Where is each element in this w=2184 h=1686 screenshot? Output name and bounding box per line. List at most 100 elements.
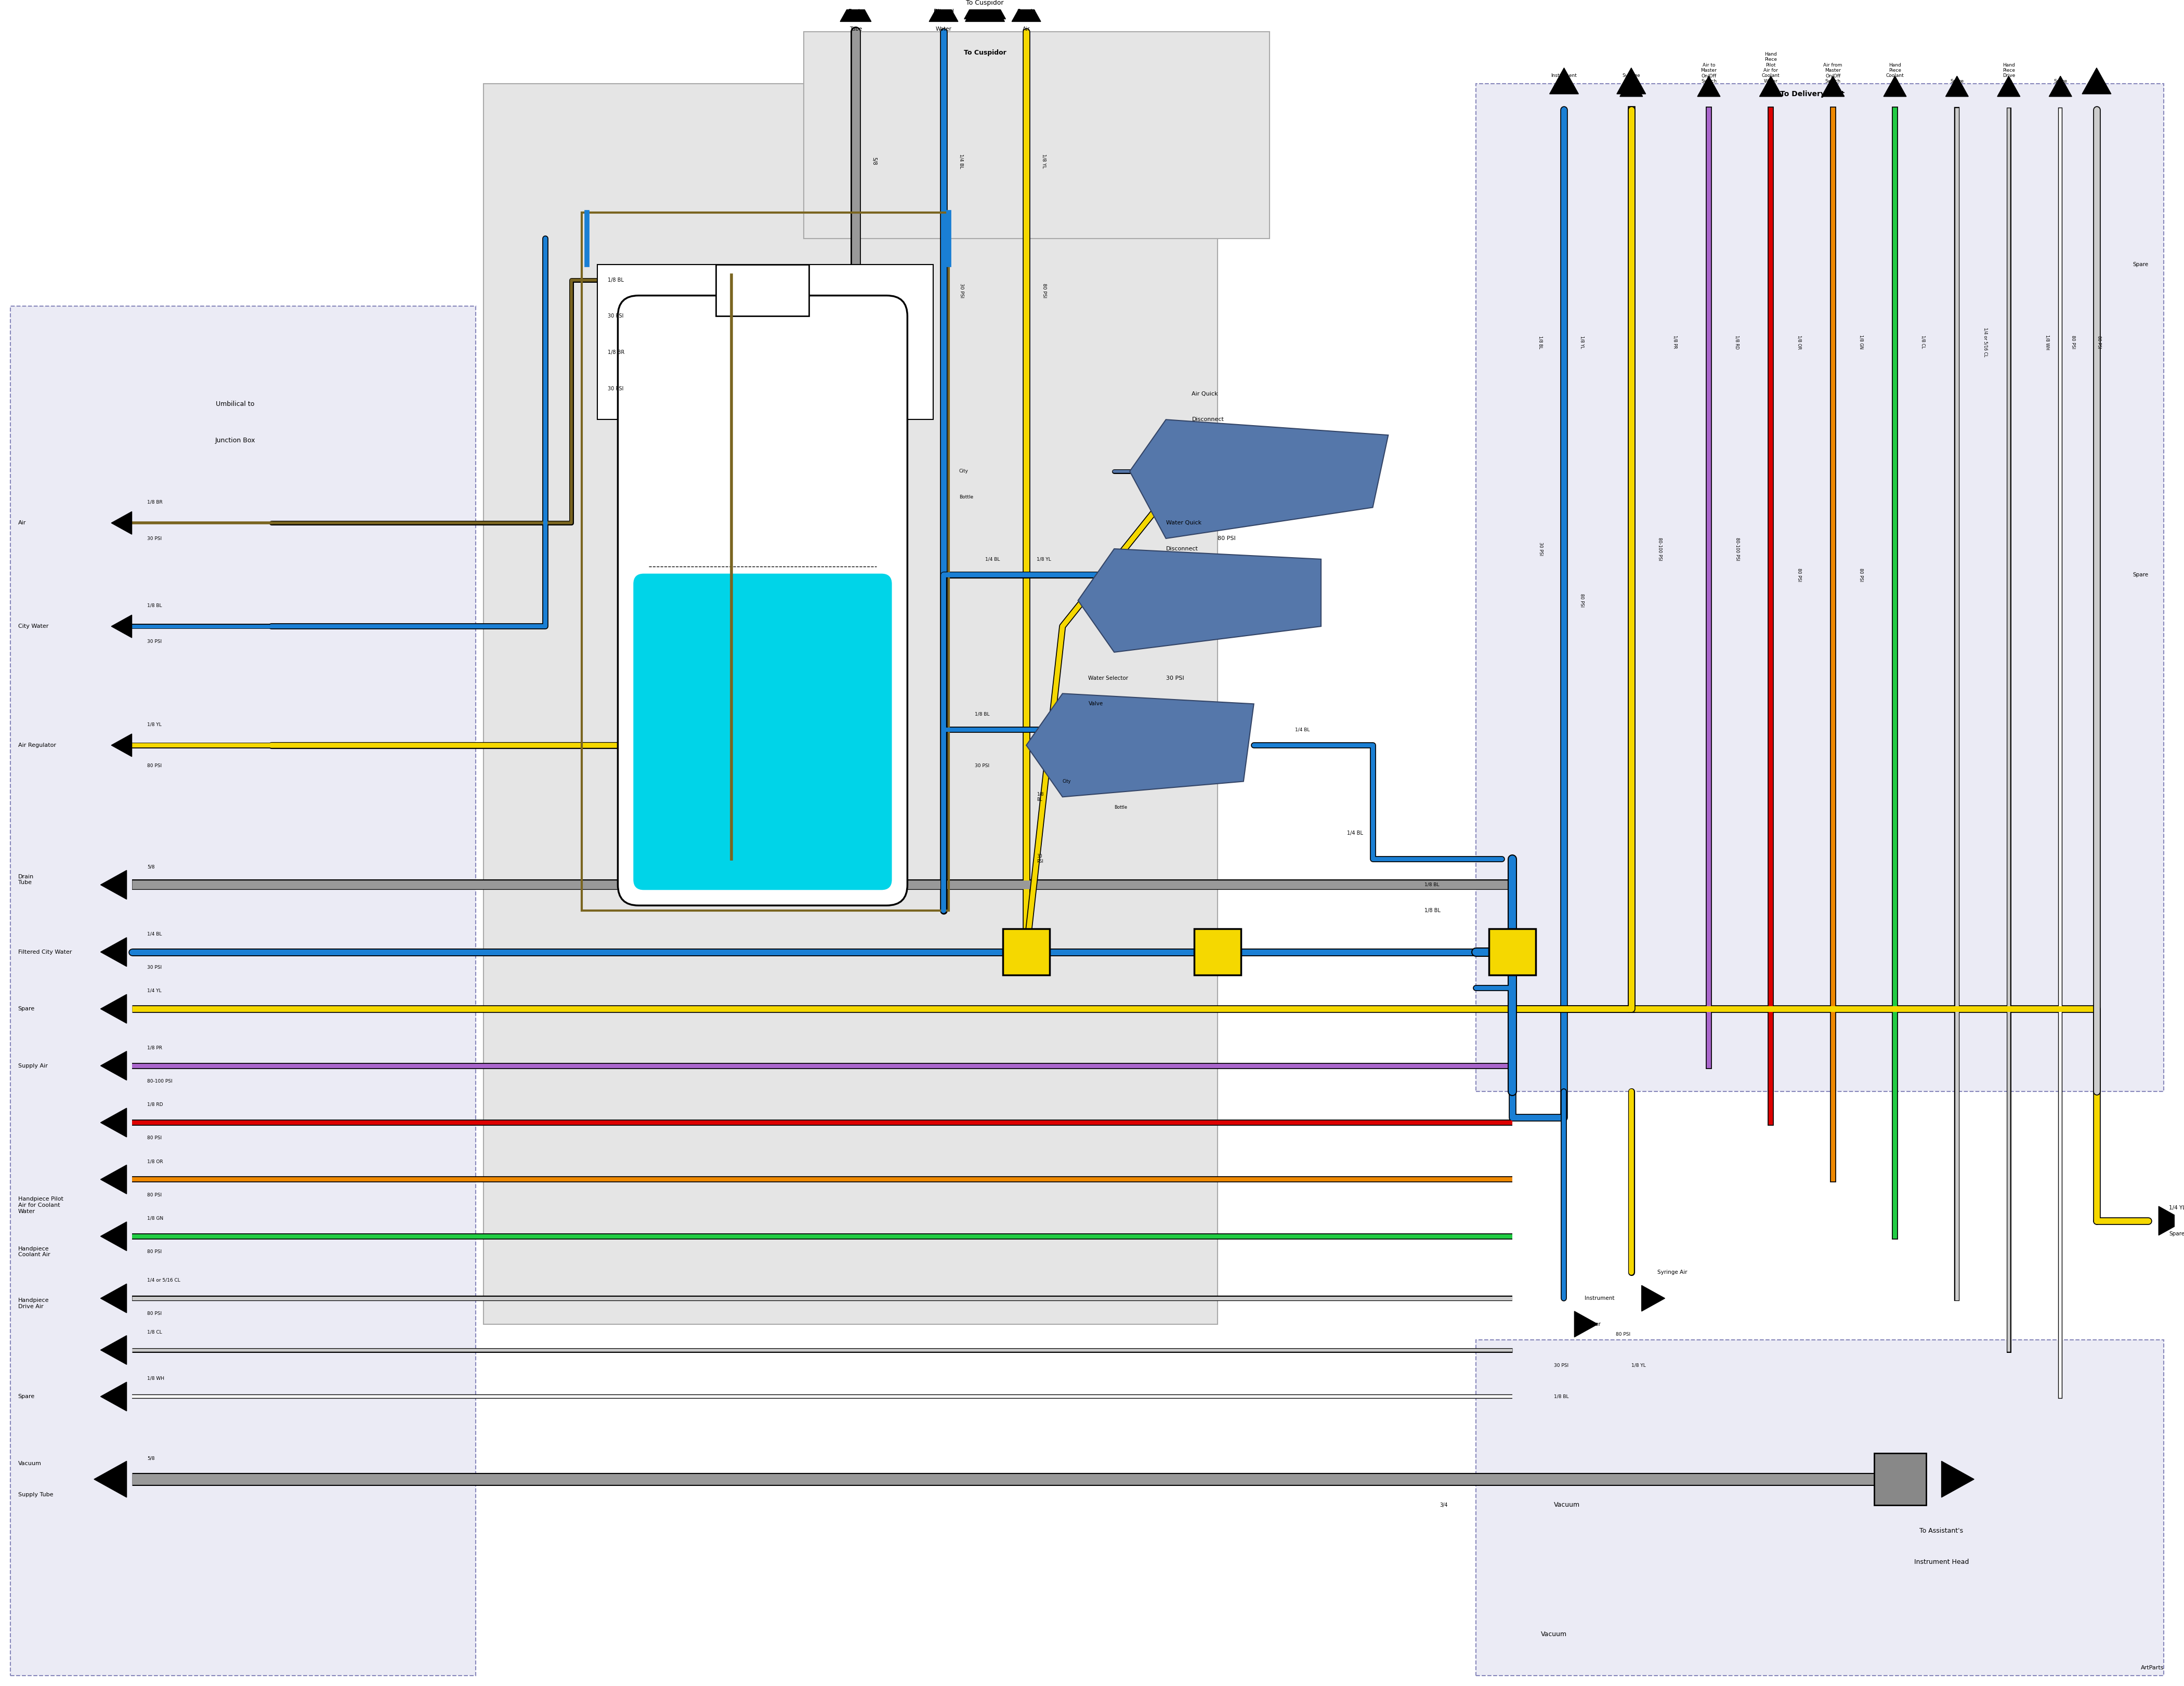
Text: Disconnect: Disconnect bbox=[1192, 416, 1223, 422]
Text: 80 PSI: 80 PSI bbox=[1616, 1332, 1631, 1337]
Text: Umbilical to: Umbilical to bbox=[216, 401, 256, 408]
Polygon shape bbox=[1760, 76, 1782, 96]
Polygon shape bbox=[111, 615, 131, 637]
Polygon shape bbox=[1697, 76, 1721, 96]
Text: 1/8 YL: 1/8 YL bbox=[146, 722, 162, 727]
Text: 1/8 BL: 1/8 BL bbox=[607, 278, 625, 283]
Text: Handpiece Pilot
Air for Coolant
Water: Handpiece Pilot Air for Coolant Water bbox=[17, 1197, 63, 1214]
Polygon shape bbox=[1621, 76, 1642, 96]
FancyBboxPatch shape bbox=[1002, 929, 1051, 975]
Text: 80 PSI: 80 PSI bbox=[2070, 336, 2075, 349]
Text: Water: Water bbox=[935, 27, 952, 32]
Polygon shape bbox=[2158, 1205, 2184, 1236]
Text: 1/8 CL: 1/8 CL bbox=[146, 1330, 162, 1334]
Text: Supply: Supply bbox=[1018, 8, 1035, 13]
FancyBboxPatch shape bbox=[596, 265, 933, 420]
Text: Hand
Piece
Coolant
Air: Hand Piece Coolant Air bbox=[1887, 62, 1904, 84]
Text: 1/4 or 5/16 CL: 1/4 or 5/16 CL bbox=[146, 1278, 181, 1283]
Text: To Cuspidor: To Cuspidor bbox=[963, 49, 1007, 56]
Polygon shape bbox=[1551, 67, 1579, 94]
Text: Air to
Master
On/Off
Switch: Air to Master On/Off Switch bbox=[1701, 62, 1717, 84]
FancyBboxPatch shape bbox=[716, 265, 808, 317]
Text: 30 PSI: 30 PSI bbox=[1553, 1364, 1568, 1367]
Text: 1/4 YL: 1/4 YL bbox=[2169, 1205, 2184, 1211]
Text: 1/8 BL: 1/8 BL bbox=[1424, 882, 1439, 887]
Text: Junction Box: Junction Box bbox=[214, 437, 256, 443]
FancyBboxPatch shape bbox=[1489, 929, 1535, 975]
Polygon shape bbox=[100, 1052, 127, 1081]
Text: 1/8 YL: 1/8 YL bbox=[1631, 1364, 1647, 1367]
Polygon shape bbox=[1575, 1312, 1599, 1337]
Text: 1/8 YL: 1/8 YL bbox=[1579, 336, 1583, 349]
Polygon shape bbox=[2049, 76, 2073, 96]
Text: 30 PSI: 30 PSI bbox=[146, 639, 162, 644]
Text: Disconnect: Disconnect bbox=[1166, 546, 1199, 551]
Text: 1/8 BL: 1/8 BL bbox=[146, 604, 162, 609]
Text: 1/8 BL: 1/8 BL bbox=[1424, 909, 1441, 914]
Text: 1/4 BL: 1/4 BL bbox=[1348, 831, 1363, 836]
Polygon shape bbox=[100, 995, 127, 1023]
Text: 1/4 BL: 1/4 BL bbox=[146, 932, 162, 936]
Text: Valve: Valve bbox=[1088, 701, 1103, 706]
Text: 80 PSI: 80 PSI bbox=[146, 1136, 162, 1140]
Text: 80 PSI: 80 PSI bbox=[1219, 536, 1236, 541]
Text: 5/8: 5/8 bbox=[871, 157, 876, 165]
Text: 1/4 BL: 1/4 BL bbox=[985, 556, 1000, 561]
Text: City: City bbox=[959, 469, 968, 474]
Text: 1/8 GN: 1/8 GN bbox=[146, 1216, 164, 1221]
Polygon shape bbox=[100, 1222, 127, 1251]
Polygon shape bbox=[100, 1283, 127, 1313]
Text: Spare: Spare bbox=[17, 1394, 35, 1399]
Text: Drain: Drain bbox=[847, 8, 863, 13]
Text: Vacuum: Vacuum bbox=[17, 1462, 41, 1467]
Text: Spare: Spare bbox=[2169, 1231, 2184, 1236]
Text: 30 PSI: 30 PSI bbox=[1538, 541, 1542, 556]
Text: 3/4: 3/4 bbox=[1439, 1502, 1448, 1507]
Text: 1/8 BR: 1/8 BR bbox=[146, 501, 164, 504]
Text: 1/4 BL: 1/4 BL bbox=[959, 153, 963, 169]
Polygon shape bbox=[100, 937, 127, 966]
Text: 1/8 GN: 1/8 GN bbox=[1859, 336, 1863, 349]
Text: 30
PSI: 30 PSI bbox=[1037, 853, 1044, 863]
Text: Syringe Air: Syringe Air bbox=[1658, 1270, 1686, 1275]
Text: 1/8 RD: 1/8 RD bbox=[146, 1103, 164, 1106]
Text: City: City bbox=[1061, 779, 1070, 784]
Polygon shape bbox=[928, 0, 959, 22]
Polygon shape bbox=[1642, 1285, 1664, 1312]
Text: Water Selector: Water Selector bbox=[1088, 676, 1129, 681]
Text: 1/8 BL: 1/8 BL bbox=[974, 711, 989, 717]
Text: 80 PSI: 80 PSI bbox=[1042, 283, 1046, 298]
Text: 1/8 BR: 1/8 BR bbox=[607, 349, 625, 356]
Polygon shape bbox=[1883, 76, 1907, 96]
Text: 30 PSI: 30 PSI bbox=[607, 386, 622, 391]
Polygon shape bbox=[100, 1383, 127, 1411]
Text: Handpiece
Drive Air: Handpiece Drive Air bbox=[17, 1298, 48, 1308]
Text: 80 PSI: 80 PSI bbox=[1579, 593, 1583, 607]
Text: 80 PSI: 80 PSI bbox=[146, 1192, 162, 1197]
Text: 80 PSI: 80 PSI bbox=[146, 1249, 162, 1254]
Polygon shape bbox=[1616, 67, 1647, 94]
Text: 80 PSI: 80 PSI bbox=[2097, 336, 2101, 349]
Polygon shape bbox=[1946, 76, 1968, 96]
Text: Instrument
Water: Instrument Water bbox=[1551, 74, 1577, 84]
Text: 30 PSI: 30 PSI bbox=[959, 283, 963, 298]
Text: 1/8 BL: 1/8 BL bbox=[1553, 1394, 1568, 1399]
Text: City Water: City Water bbox=[17, 624, 48, 629]
Text: 1/8 OR: 1/8 OR bbox=[146, 1158, 164, 1163]
Text: Hand
Piece
Drive
Air: Hand Piece Drive Air bbox=[2003, 62, 2016, 84]
Text: Instrument: Instrument bbox=[1586, 1297, 1614, 1302]
Text: 80 PSI: 80 PSI bbox=[1797, 568, 1802, 582]
Polygon shape bbox=[100, 1165, 127, 1194]
Text: Syringe
Air: Syringe Air bbox=[1623, 74, 1640, 84]
Text: Air Regulator: Air Regulator bbox=[17, 742, 57, 749]
Text: Spare: Spare bbox=[1950, 79, 1963, 84]
FancyBboxPatch shape bbox=[633, 573, 891, 890]
Polygon shape bbox=[94, 1462, 127, 1497]
Text: To Assistant's: To Assistant's bbox=[1920, 1528, 1963, 1534]
Polygon shape bbox=[1821, 76, 1843, 96]
Text: 80-100 PSI: 80-100 PSI bbox=[1658, 538, 1662, 560]
Polygon shape bbox=[100, 1335, 127, 1364]
Text: Spare: Spare bbox=[2134, 572, 2149, 577]
Text: Tube: Tube bbox=[850, 27, 863, 32]
Text: 1/8 OR: 1/8 OR bbox=[1797, 336, 1802, 349]
